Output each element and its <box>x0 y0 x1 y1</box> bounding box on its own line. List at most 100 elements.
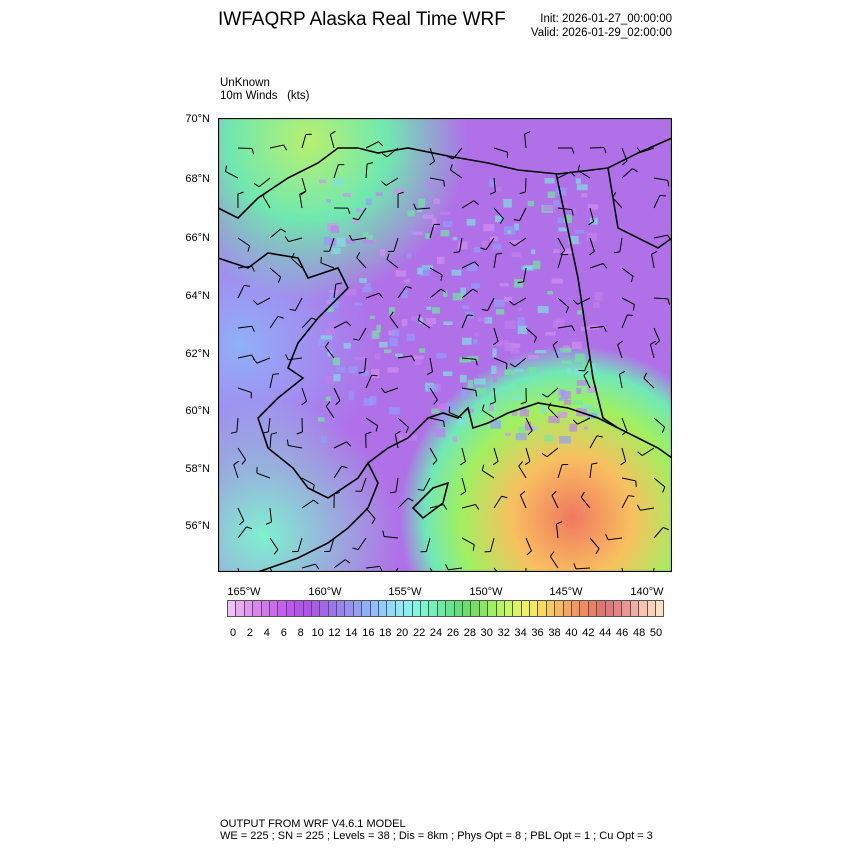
wind-barb-flag <box>622 160 628 166</box>
wind-barb-flag <box>405 427 409 434</box>
wind-barb-flag <box>325 341 330 348</box>
wind-barb <box>448 412 463 419</box>
terrain-cell <box>393 188 405 195</box>
wind-barb <box>525 447 531 462</box>
wind-barb-flag <box>356 252 361 258</box>
wind-barb-flag <box>496 252 503 255</box>
wind-barb <box>329 537 335 552</box>
wind-barb <box>256 357 271 364</box>
colorbar-box <box>278 601 287 616</box>
wind-barb <box>493 327 499 342</box>
wind-barb <box>269 144 284 149</box>
terrain-cell <box>452 436 458 442</box>
wind-barb-flag <box>277 315 284 319</box>
wind-barb-flag <box>472 544 475 551</box>
wind-barb <box>364 357 367 372</box>
wind-barb-flag <box>371 518 376 525</box>
wind-barb-flag <box>481 464 485 471</box>
wind-barb-flag <box>405 286 412 289</box>
colorbar-label: 0 <box>229 627 237 639</box>
wind-barb-flag <box>352 547 359 551</box>
wind-barb <box>237 567 240 572</box>
wind-barb-flag <box>413 203 417 210</box>
wind-barb <box>361 477 367 492</box>
wind-barb <box>621 168 633 179</box>
wind-barb-flag <box>570 171 576 177</box>
wind-barb-flag <box>371 374 378 377</box>
terrain-cell <box>513 396 523 400</box>
wind-barb-flag <box>443 420 445 428</box>
wind-barb <box>301 387 307 402</box>
terrain-cell <box>332 357 341 366</box>
colorbar-box <box>320 601 329 616</box>
terrain-cell <box>491 341 503 347</box>
wind-barb <box>395 477 399 492</box>
wind-barb-flag <box>571 147 575 154</box>
colorbar-label: 48 <box>632 627 646 639</box>
wind-barb-flag <box>552 340 559 346</box>
wind-barb-flag <box>596 435 603 438</box>
wind-barb-flag <box>251 148 255 155</box>
terrain-cell <box>417 267 423 275</box>
terrain-cell <box>431 307 440 314</box>
wind-barb-flag <box>501 495 508 499</box>
wind-barb <box>301 134 307 149</box>
terrain-cell <box>492 369 504 376</box>
terrain-cell <box>561 360 572 364</box>
wind-barb-flag <box>252 300 259 305</box>
wind-barb <box>557 207 572 211</box>
terrain-cell <box>326 300 335 305</box>
terrain-cell <box>467 356 479 362</box>
terrain-cell <box>362 287 372 293</box>
wind-barb <box>519 494 527 509</box>
terrain-cell <box>443 221 453 228</box>
wind-barb <box>612 197 623 209</box>
wind-barb <box>493 254 497 269</box>
wind-barb-flag <box>489 191 496 195</box>
wind-barb-flag <box>313 499 319 505</box>
wind-barb <box>621 567 624 572</box>
wind-barb <box>557 171 571 179</box>
wind-barb <box>493 495 503 509</box>
colorbar-box <box>546 601 556 616</box>
terrain-cell <box>369 315 375 319</box>
terrain-cell <box>439 414 448 422</box>
map-frame <box>218 118 672 572</box>
terrain-cell <box>484 317 493 324</box>
terrain-cell <box>521 266 533 270</box>
wind-barb <box>236 417 239 432</box>
wind-barb-flag <box>300 191 307 196</box>
wind-barb <box>621 495 629 509</box>
terrain-cell <box>426 306 432 310</box>
terrain-cell <box>507 230 512 234</box>
wind-barb <box>269 316 279 329</box>
wind-barb-flag <box>513 219 520 221</box>
terrain-cell <box>318 417 325 422</box>
wind-barb <box>557 297 569 308</box>
wind-barb-flag <box>272 373 279 375</box>
terrain-cell <box>525 421 531 431</box>
colorbar-box <box>479 601 489 616</box>
wind-barb <box>493 447 499 462</box>
wind-barb <box>237 387 252 393</box>
wind-barb <box>269 228 282 239</box>
wind-barb <box>365 417 378 427</box>
terrain-cell <box>467 263 478 272</box>
terrain-cell <box>363 232 369 238</box>
wind-barb-flag <box>247 245 251 252</box>
colorbar-box <box>395 601 405 616</box>
terrain-cell <box>456 417 467 426</box>
colorbar-box <box>244 601 254 616</box>
terrain-cell <box>446 402 456 410</box>
terrain-cell <box>342 193 352 197</box>
wind-barb-flag <box>325 401 331 407</box>
terrain-cell <box>576 380 587 386</box>
terrain-cell <box>481 240 489 248</box>
plot-title: IWFAQRP Alaska Real Time WRF <box>218 9 506 30</box>
wind-barb-flag <box>519 191 526 195</box>
terrain-cell <box>473 339 478 345</box>
terrain-cell <box>491 365 497 374</box>
wind-barb <box>547 407 559 419</box>
terrain-cell <box>504 296 513 302</box>
wind-barb <box>365 565 380 569</box>
